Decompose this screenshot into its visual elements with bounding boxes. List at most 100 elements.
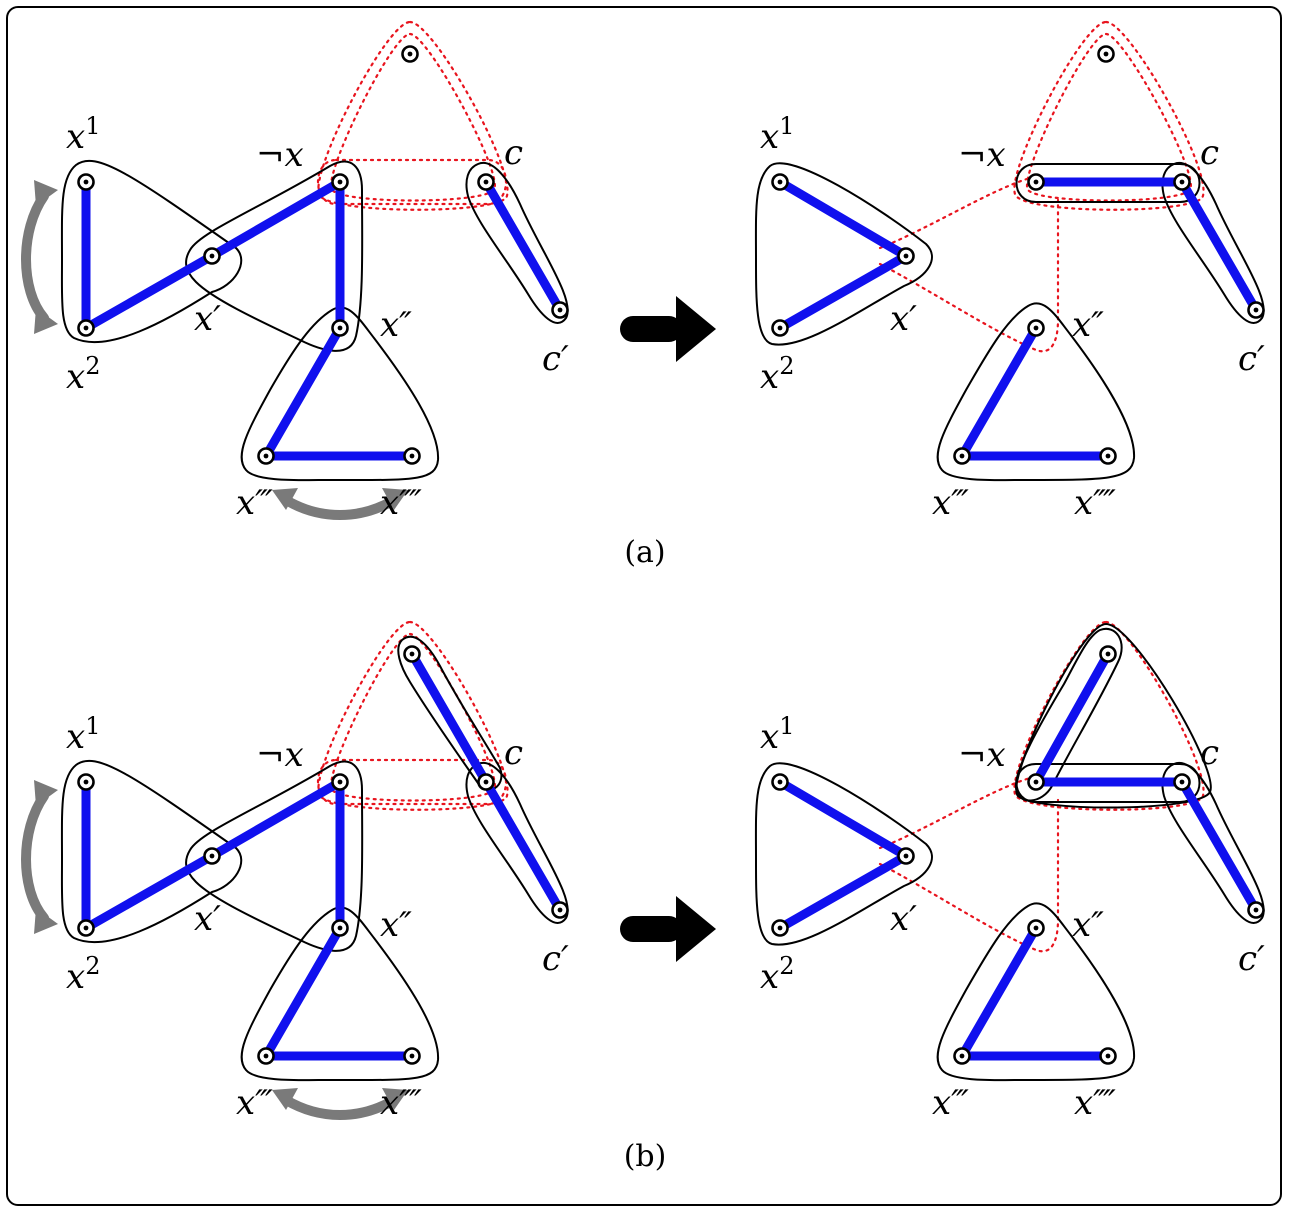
vertex-x2 <box>771 919 789 937</box>
panel-a-after: x1 x2 x′ ¬x x″ x‴ x⁗ c c′ <box>754 20 1265 523</box>
label-xppp: x‴ <box>932 1083 969 1123</box>
vertex-x2 <box>77 319 95 337</box>
hyperedge-xpp-xppp-xpppp <box>936 302 1136 482</box>
vertex-xpp <box>1027 919 1045 937</box>
label-xpppp: x⁗ <box>380 1083 422 1123</box>
vertex-c <box>477 773 495 791</box>
label-xp: x′ <box>194 299 221 339</box>
vertex-cp <box>551 301 569 319</box>
label-c: c <box>1200 133 1219 173</box>
hyperedge-c-cp <box>1161 161 1265 324</box>
red-hyperedge-triangle <box>1013 620 1205 811</box>
label-negx: ¬x <box>958 135 1006 175</box>
hyperedge-c-cp <box>465 161 569 324</box>
hyperedge-x1-x2-xp <box>754 762 933 946</box>
caption-b: (b) <box>624 1139 667 1174</box>
vertex-top <box>1097 45 1115 63</box>
vertex-cp <box>1247 301 1265 319</box>
edge-c-cp <box>1177 777 1261 915</box>
curved-double-arrow-icon <box>272 1088 408 1120</box>
vertex-xpppp <box>1099 1047 1117 1065</box>
label-xp: x′ <box>890 899 917 939</box>
label-negx: ¬x <box>256 135 304 175</box>
hypergraph-figure: x1 x2 x′ ¬x x″ x‴ x⁗ c c′ <box>21 20 1265 1174</box>
label-x1: x1 <box>66 712 100 757</box>
panel-b-before: x1 x2 x′ ¬x x″ x‴ x⁗ c c′ <box>21 620 569 1123</box>
red-hyperedge-triangle <box>317 20 509 211</box>
label-xp: x′ <box>890 299 917 339</box>
panel-a-before: x1 x2 x′ ¬x x″ x‴ x⁗ c c′ <box>21 20 569 523</box>
vertex-xpppp <box>403 447 421 465</box>
caption-a: (a) <box>624 535 665 570</box>
label-c: c <box>1200 733 1219 773</box>
vertex-c <box>1173 173 1191 191</box>
label-xppp: x‴ <box>236 1083 273 1123</box>
hyperedge-x1-x2-xp <box>60 159 243 344</box>
vertex-x2 <box>771 319 789 337</box>
vertex-x1 <box>771 173 789 191</box>
label-x1: x1 <box>760 112 794 157</box>
label-x2: x2 <box>760 952 794 997</box>
hyperedge-c-cp <box>465 761 569 924</box>
vertex-negx <box>331 773 349 791</box>
edge-xpp-xppp <box>261 323 345 461</box>
vertex-negx <box>331 173 349 191</box>
label-x2: x2 <box>760 352 794 397</box>
label-xpp: x″ <box>380 305 412 345</box>
label-cp: c′ <box>1238 339 1265 379</box>
edge-xp-negx <box>207 177 345 261</box>
right-arrow-icon <box>620 896 716 962</box>
vertex-xpp <box>331 919 349 937</box>
vertex-top <box>401 45 419 63</box>
red-hyperedge-xp-negx-xpp <box>878 176 1060 353</box>
red-hyperedge-triangle <box>1013 20 1205 211</box>
vertex-xpppp <box>1099 447 1117 465</box>
figure-frame <box>6 6 1282 1206</box>
label-x1: x1 <box>760 712 794 757</box>
edge-x2-xp <box>775 851 911 933</box>
label-x2: x2 <box>66 952 100 997</box>
vertex-xpp <box>1027 319 1045 337</box>
label-xpppp: x⁗ <box>380 483 422 523</box>
edge-c-cp <box>1177 177 1261 315</box>
vertex-cp <box>551 901 569 919</box>
label-c: c <box>504 133 523 173</box>
curved-double-arrow-icon <box>21 180 58 334</box>
vertex-top <box>1099 645 1117 663</box>
panel-a: x1 x2 x′ ¬x x″ x‴ x⁗ c c′ <box>21 20 1265 570</box>
edge-xpp-xppp <box>957 923 1041 1061</box>
panel-b: x1 x2 x′ ¬x x″ x‴ x⁗ c c′ <box>21 620 1265 1174</box>
vertex-xpp <box>331 319 349 337</box>
hyperedge-x1-x2-xp <box>60 759 243 944</box>
vertex-xpppp <box>403 1047 421 1065</box>
edge-c-cp <box>481 177 565 315</box>
label-xp: x′ <box>194 899 221 939</box>
vertex-x1 <box>77 773 95 791</box>
edge-x1-xp <box>775 777 911 861</box>
label-xpp: x″ <box>1072 305 1104 345</box>
right-arrow-icon <box>620 296 716 362</box>
label-xpp: x″ <box>380 905 412 945</box>
label-negx: ¬x <box>256 735 304 775</box>
hyperedge-xpp-xppp-xpppp <box>936 902 1136 1082</box>
edge-x2-xp <box>81 851 217 933</box>
curved-double-arrow-icon <box>272 488 408 520</box>
label-x2: x2 <box>66 352 100 397</box>
hyperedge-xp-negx-xpp <box>185 760 364 952</box>
vertex-x1 <box>77 173 95 191</box>
vertex-xp <box>897 847 915 865</box>
hyperedge-xpp-xppp-xpppp <box>240 906 440 1082</box>
vertex-x1 <box>771 773 789 791</box>
hyperedge-c-cp <box>1161 761 1265 924</box>
edge-x2-xp <box>81 251 217 333</box>
hyperedge-x1-x2-xp <box>754 162 933 346</box>
red-hyperedge-triangle-inner <box>1025 32 1192 202</box>
vertex-x2 <box>77 919 95 937</box>
vertex-xp <box>203 247 221 265</box>
label-cp: c′ <box>542 339 569 379</box>
label-cp: c′ <box>1238 939 1265 979</box>
hyperedge-xp-negx-xpp <box>185 160 364 352</box>
label-xpp: x″ <box>1072 905 1104 945</box>
edge-x2-xp <box>775 251 911 333</box>
edge-negx-top <box>1031 649 1113 787</box>
